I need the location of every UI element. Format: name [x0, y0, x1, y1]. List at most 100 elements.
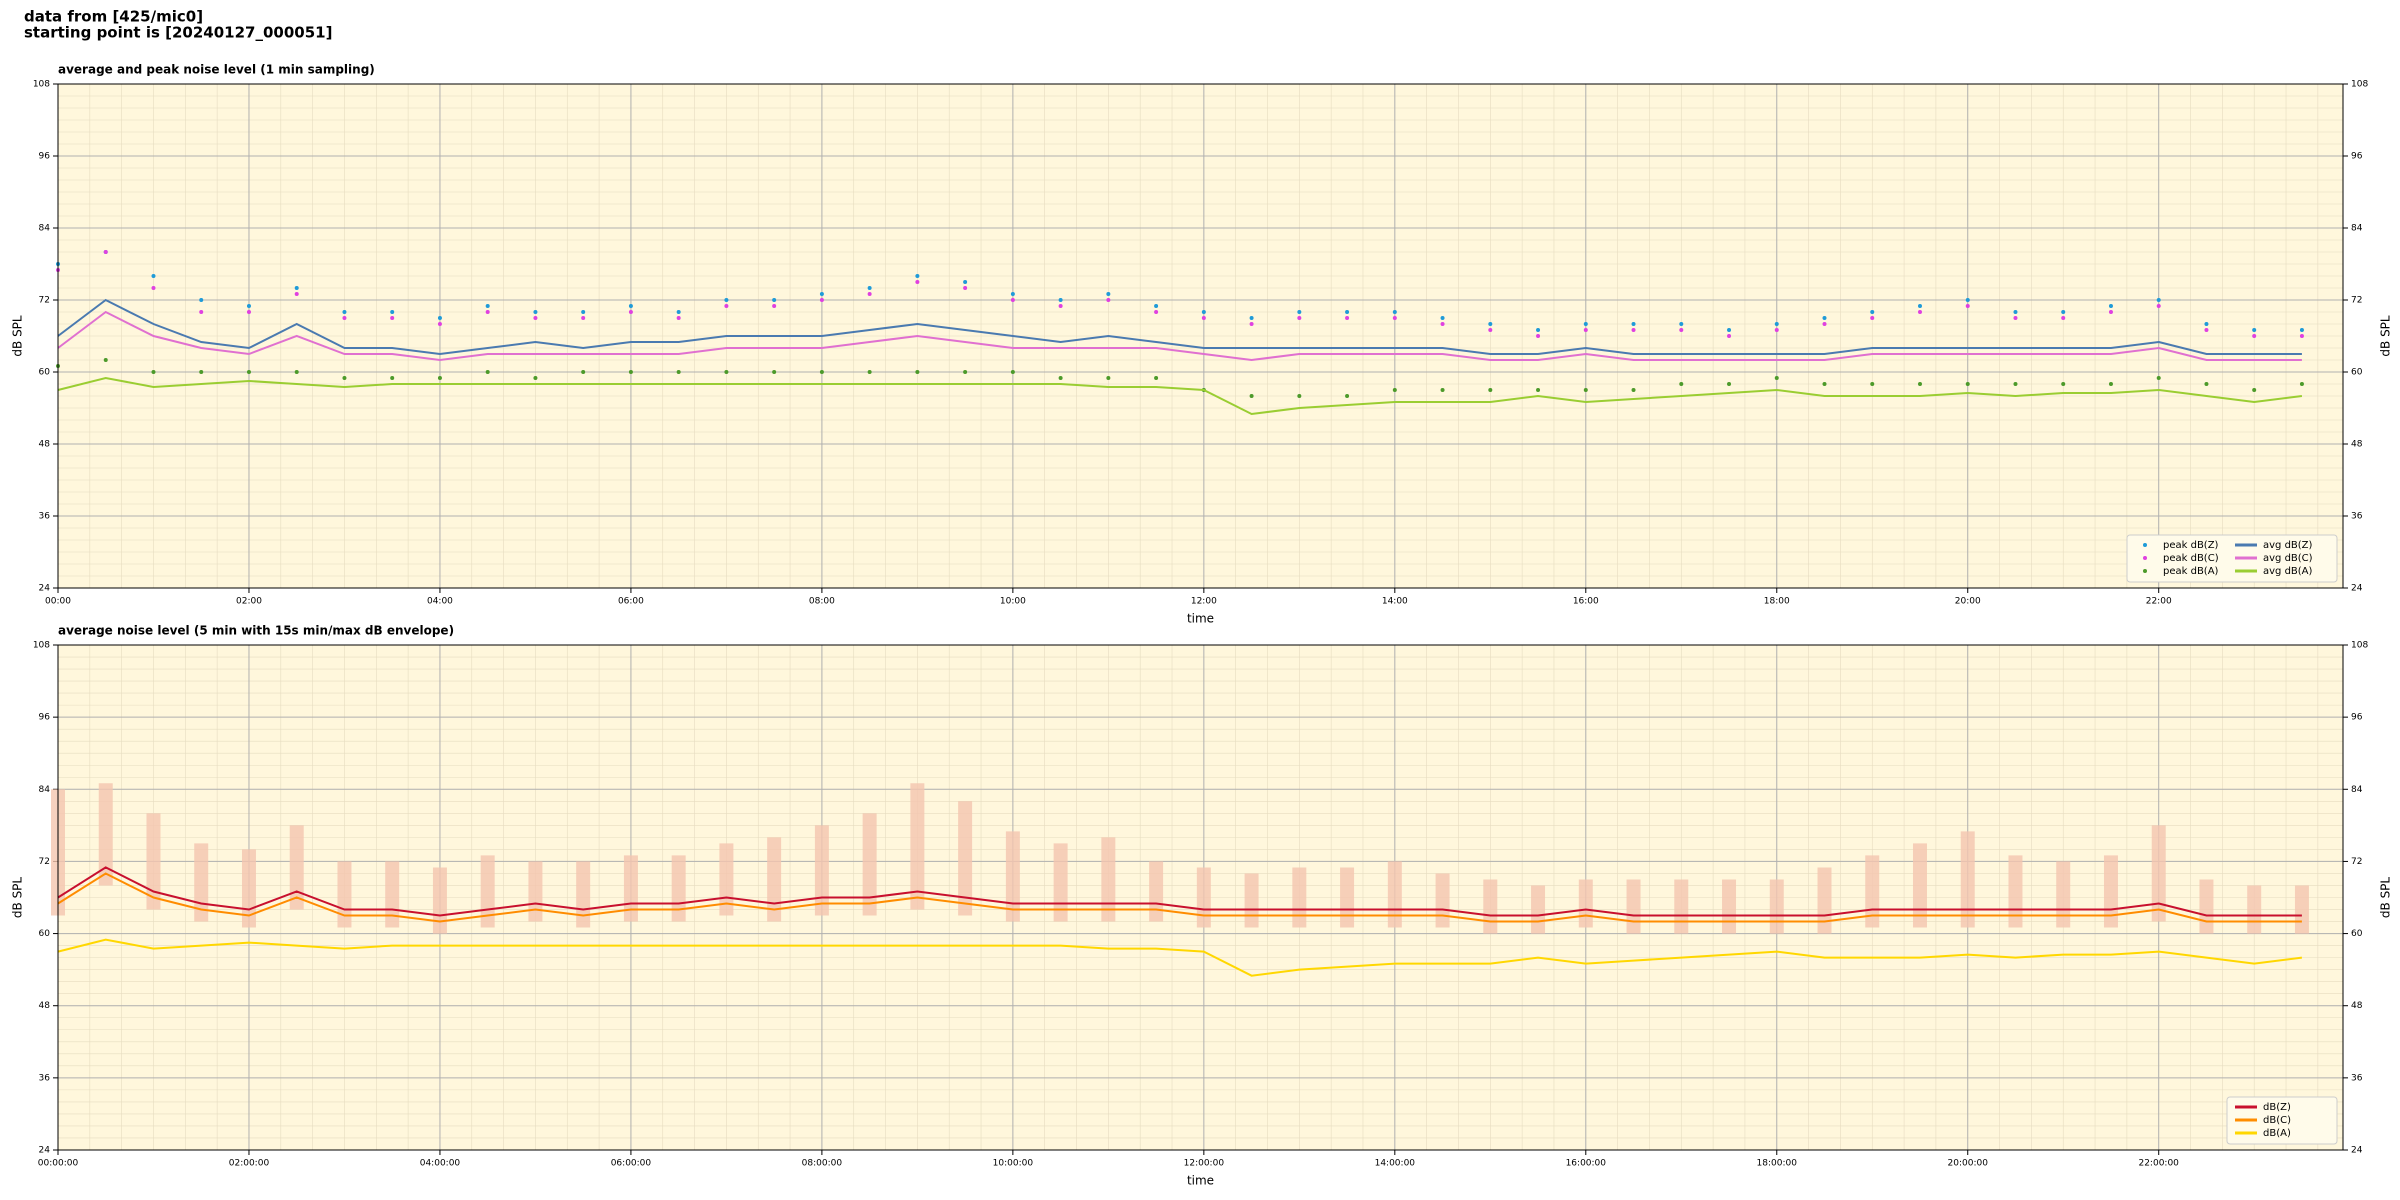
peak-point	[1822, 322, 1827, 326]
peak-point	[2204, 382, 2209, 386]
peak-point	[1440, 322, 1445, 326]
y-tick-label: 36	[39, 1073, 51, 1083]
peak-point	[342, 376, 347, 380]
peak-point	[1536, 328, 1541, 332]
peak-point	[2061, 316, 2066, 320]
peak-point	[915, 370, 920, 374]
peak-point	[1631, 388, 1636, 392]
peak-point	[1249, 394, 1254, 398]
peak-point	[1774, 328, 1779, 332]
y-tick-label: 48	[39, 1001, 51, 1011]
peak-point	[2061, 310, 2066, 314]
x-tick-label: 12:00:00	[1184, 1159, 1225, 1169]
y-axis-label-right: dB SPL	[2379, 877, 2393, 919]
y-tick-label-right: 84	[2351, 785, 2363, 795]
peak-point	[103, 250, 108, 254]
legend-label: avg dB(Z)	[2263, 540, 2313, 551]
peak-point	[437, 322, 442, 326]
peak-point	[1822, 316, 1827, 320]
peak-point	[1727, 334, 1732, 338]
peak-point	[915, 274, 920, 278]
y-tick-label: 24	[39, 584, 51, 594]
peak-point	[2108, 382, 2113, 386]
peak-point	[2108, 304, 2113, 308]
x-tick-label: 00:00:00	[38, 1159, 79, 1169]
peak-point	[676, 310, 681, 314]
peak-point	[2252, 388, 2257, 392]
peak-point	[1870, 316, 1875, 320]
peak-point	[1536, 334, 1541, 338]
y-tick-label-right: 108	[2351, 80, 2368, 90]
x-tick-label: 02:00	[236, 597, 262, 607]
peak-point	[581, 316, 586, 320]
peak-point	[390, 310, 395, 314]
x-tick-label: 14:00	[1382, 597, 1408, 607]
peak-point	[1917, 382, 1922, 386]
series-line	[57, 938, 2303, 977]
peak-point	[2013, 316, 2018, 320]
peak-point	[724, 304, 729, 308]
peak-point	[246, 310, 251, 314]
peak-point	[1249, 322, 1254, 326]
peak-point	[1965, 304, 1970, 308]
peak-point	[772, 298, 777, 302]
peak-point	[533, 376, 538, 380]
peak-point	[772, 370, 777, 374]
peak-point	[819, 298, 824, 302]
peak-point	[1822, 382, 1827, 386]
suptitle: data from [425/mic0]	[24, 8, 203, 26]
peak-point	[1106, 376, 1111, 380]
peak-point	[1727, 382, 1732, 386]
y-axis-label-right: dB SPL	[2379, 315, 2393, 357]
x-tick-label: 20:00:00	[1948, 1159, 1989, 1169]
peak-point	[1010, 298, 1015, 302]
peak-point	[1440, 388, 1445, 392]
y-tick-label-right: 60	[2351, 368, 2363, 378]
peak-point	[1201, 316, 1206, 320]
peak-point	[151, 274, 156, 278]
peak-point	[2156, 298, 2161, 302]
x-tick-label: 04:00	[427, 597, 453, 607]
peak-point	[1583, 322, 1588, 326]
y-tick-label-right: 96	[2351, 152, 2363, 162]
legend-label: peak dB(C)	[2163, 553, 2219, 564]
peak-point	[2013, 310, 2018, 314]
y-tick-label: 60	[39, 929, 51, 939]
peak-point	[2252, 334, 2257, 338]
series-line	[57, 376, 2303, 416]
peak-point	[437, 316, 442, 320]
peak-point	[2252, 328, 2257, 332]
suptitle: starting point is [20240127_000051]	[24, 24, 332, 42]
peak-point	[1154, 310, 1159, 314]
peak-point	[819, 292, 824, 296]
peak-point	[1870, 310, 1875, 314]
y-tick-label-right: 36	[2351, 512, 2363, 522]
peak-point	[1010, 292, 1015, 296]
legend-label: peak dB(Z)	[2163, 540, 2219, 551]
peak-point	[342, 316, 347, 320]
peak-point	[1297, 394, 1302, 398]
peak-point	[1488, 322, 1493, 326]
peak-point	[151, 286, 156, 290]
peak-point	[1488, 388, 1493, 392]
x-tick-label: 14:00:00	[1375, 1159, 1416, 1169]
legend-label: peak dB(A)	[2163, 566, 2219, 577]
series-line	[57, 866, 2302, 917]
series-line	[57, 872, 2302, 923]
x-tick-label: 04:00:00	[420, 1159, 461, 1169]
peak-point	[867, 292, 872, 296]
peak-point	[867, 286, 872, 290]
y-tick-label-right: 72	[2351, 296, 2362, 306]
x-tick-label: 02:00:00	[229, 1159, 270, 1169]
peak-point	[1392, 316, 1397, 320]
legend-marker	[2143, 556, 2147, 560]
peak-point	[151, 370, 156, 374]
y-tick-label: 72	[39, 296, 50, 306]
y-tick-label-right: 48	[2351, 1001, 2363, 1011]
y-tick-label-right: 48	[2351, 440, 2363, 450]
peak-point	[1345, 310, 1350, 314]
legend-label: dB(C)	[2263, 1115, 2291, 1126]
peak-point	[246, 370, 251, 374]
